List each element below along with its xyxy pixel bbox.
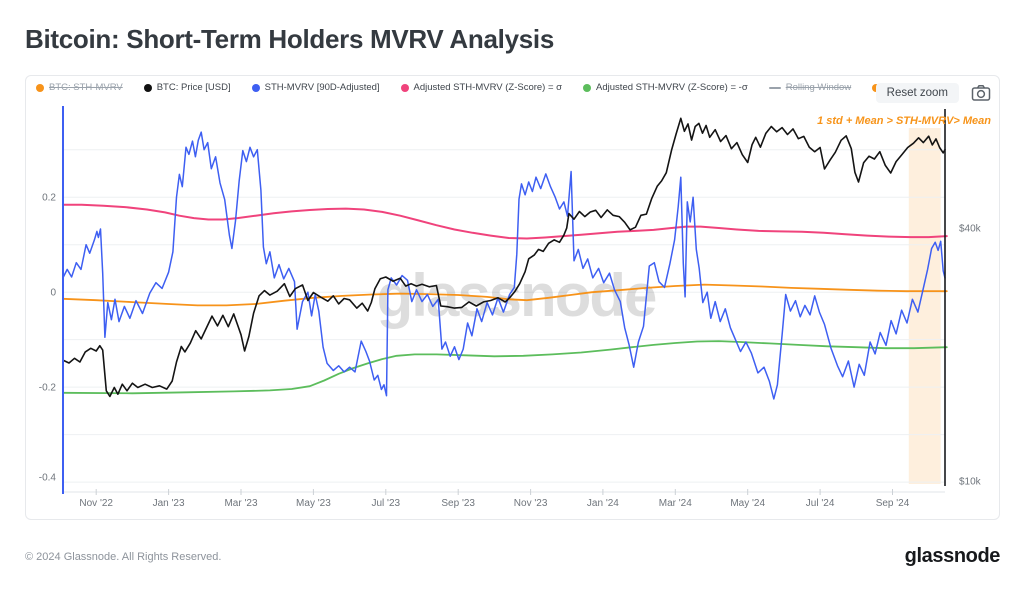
x-tick-label: Sep '23 bbox=[441, 498, 475, 509]
x-tick-label: May '24 bbox=[730, 498, 765, 509]
legend-item-label: Adjusted STH-MVRV (Z-Score) = -σ bbox=[596, 82, 748, 93]
legend-item[interactable]: STH-MVRV [90D-Adjusted] bbox=[251, 82, 380, 93]
band-annotation: 1 std + Mean > STH-MVRV> Mean bbox=[817, 115, 991, 127]
camera-icon[interactable] bbox=[971, 84, 991, 102]
x-tick-label: Jan '23 bbox=[153, 498, 185, 509]
x-tick-label: May '23 bbox=[296, 498, 331, 509]
watermark: glassnode bbox=[377, 262, 656, 329]
y-left-tick-label: -0.2 bbox=[39, 383, 57, 394]
chart-card: glassnode Nov '22 Jan '23 Mar '23 May '23 Jul… bbox=[25, 75, 1000, 520]
y-left-tick-label: 0 bbox=[50, 288, 56, 299]
copyright: © 2024 Glassnode. All Rights Reserved. bbox=[25, 551, 222, 563]
y-left-tick-label: -0.4 bbox=[39, 473, 57, 484]
x-tick-label: Nov '22 bbox=[79, 498, 113, 509]
legend-item-label: BTC: STH-MVRV bbox=[49, 82, 123, 93]
x-tick-label: Mar '24 bbox=[659, 498, 692, 509]
x-tick-label: Jul '24 bbox=[806, 498, 835, 509]
legend-item[interactable]: Adjusted STH-MVRV (Z-Score) = σ bbox=[400, 82, 563, 93]
x-tick-label: Jul '23 bbox=[372, 498, 401, 509]
y-right-tick-label: $10k bbox=[959, 477, 982, 488]
x-tick-label: Jan '24 bbox=[587, 498, 619, 509]
mvrv-chart[interactable]: glassnode Nov '22 Jan '23 Mar '23 May '23 Jul… bbox=[26, 76, 1001, 521]
legend-item-label: Adjusted STH-MVRV (Z-Score) = σ bbox=[413, 82, 563, 93]
legend-dot-icon bbox=[143, 83, 152, 92]
legend-item-label: Rolling Window bbox=[785, 82, 852, 93]
legend-item-label: BTC: Price [USD] bbox=[156, 82, 231, 93]
legend-dot-icon bbox=[251, 83, 260, 92]
highlight-band bbox=[908, 128, 941, 484]
page-title: Bitcoin: Short-Term Holders MVRV Analysi… bbox=[25, 24, 554, 54]
legend-item[interactable]: BTC: Price [USD] bbox=[143, 82, 231, 93]
series-adjusted-sth-mvrv-plus-sigma bbox=[61, 203, 948, 240]
x-tick-label: Sep '24 bbox=[876, 498, 910, 509]
chart-controls: Reset zoom bbox=[875, 83, 991, 103]
series-sth-mvrv-90d-adjusted bbox=[62, 131, 946, 400]
legend-item-label: STH-MVRV [90D-Adjusted] bbox=[264, 82, 380, 93]
y-left-tick-label: 0.2 bbox=[42, 193, 56, 204]
y-right-tick-label: $40k bbox=[959, 224, 982, 235]
x-tick-label: Mar '23 bbox=[224, 498, 257, 509]
series-adjusted-sth-mvrv-minus-sigma bbox=[62, 340, 948, 395]
series-mean bbox=[62, 283, 948, 307]
legend-line-icon bbox=[768, 86, 781, 89]
series-btc-price-usd bbox=[62, 117, 946, 398]
legend-dot-icon bbox=[400, 83, 409, 92]
x-tick-label: Nov '23 bbox=[514, 498, 548, 509]
legend-item[interactable]: Rolling Window bbox=[768, 82, 852, 93]
chart-legend: BTC: STH-MVRV BTC: Price [USD] STH-MVRV [9… bbox=[36, 82, 909, 93]
glassnode-logo: glassnode bbox=[904, 545, 1001, 567]
reset-zoom-button[interactable]: Reset zoom bbox=[875, 83, 959, 103]
legend-item[interactable]: Adjusted STH-MVRV (Z-Score) = -σ bbox=[583, 82, 748, 93]
legend-item[interactable]: BTC: STH-MVRV bbox=[36, 82, 123, 93]
legend-dot-icon bbox=[583, 83, 592, 92]
legend-dot-icon bbox=[36, 83, 44, 92]
